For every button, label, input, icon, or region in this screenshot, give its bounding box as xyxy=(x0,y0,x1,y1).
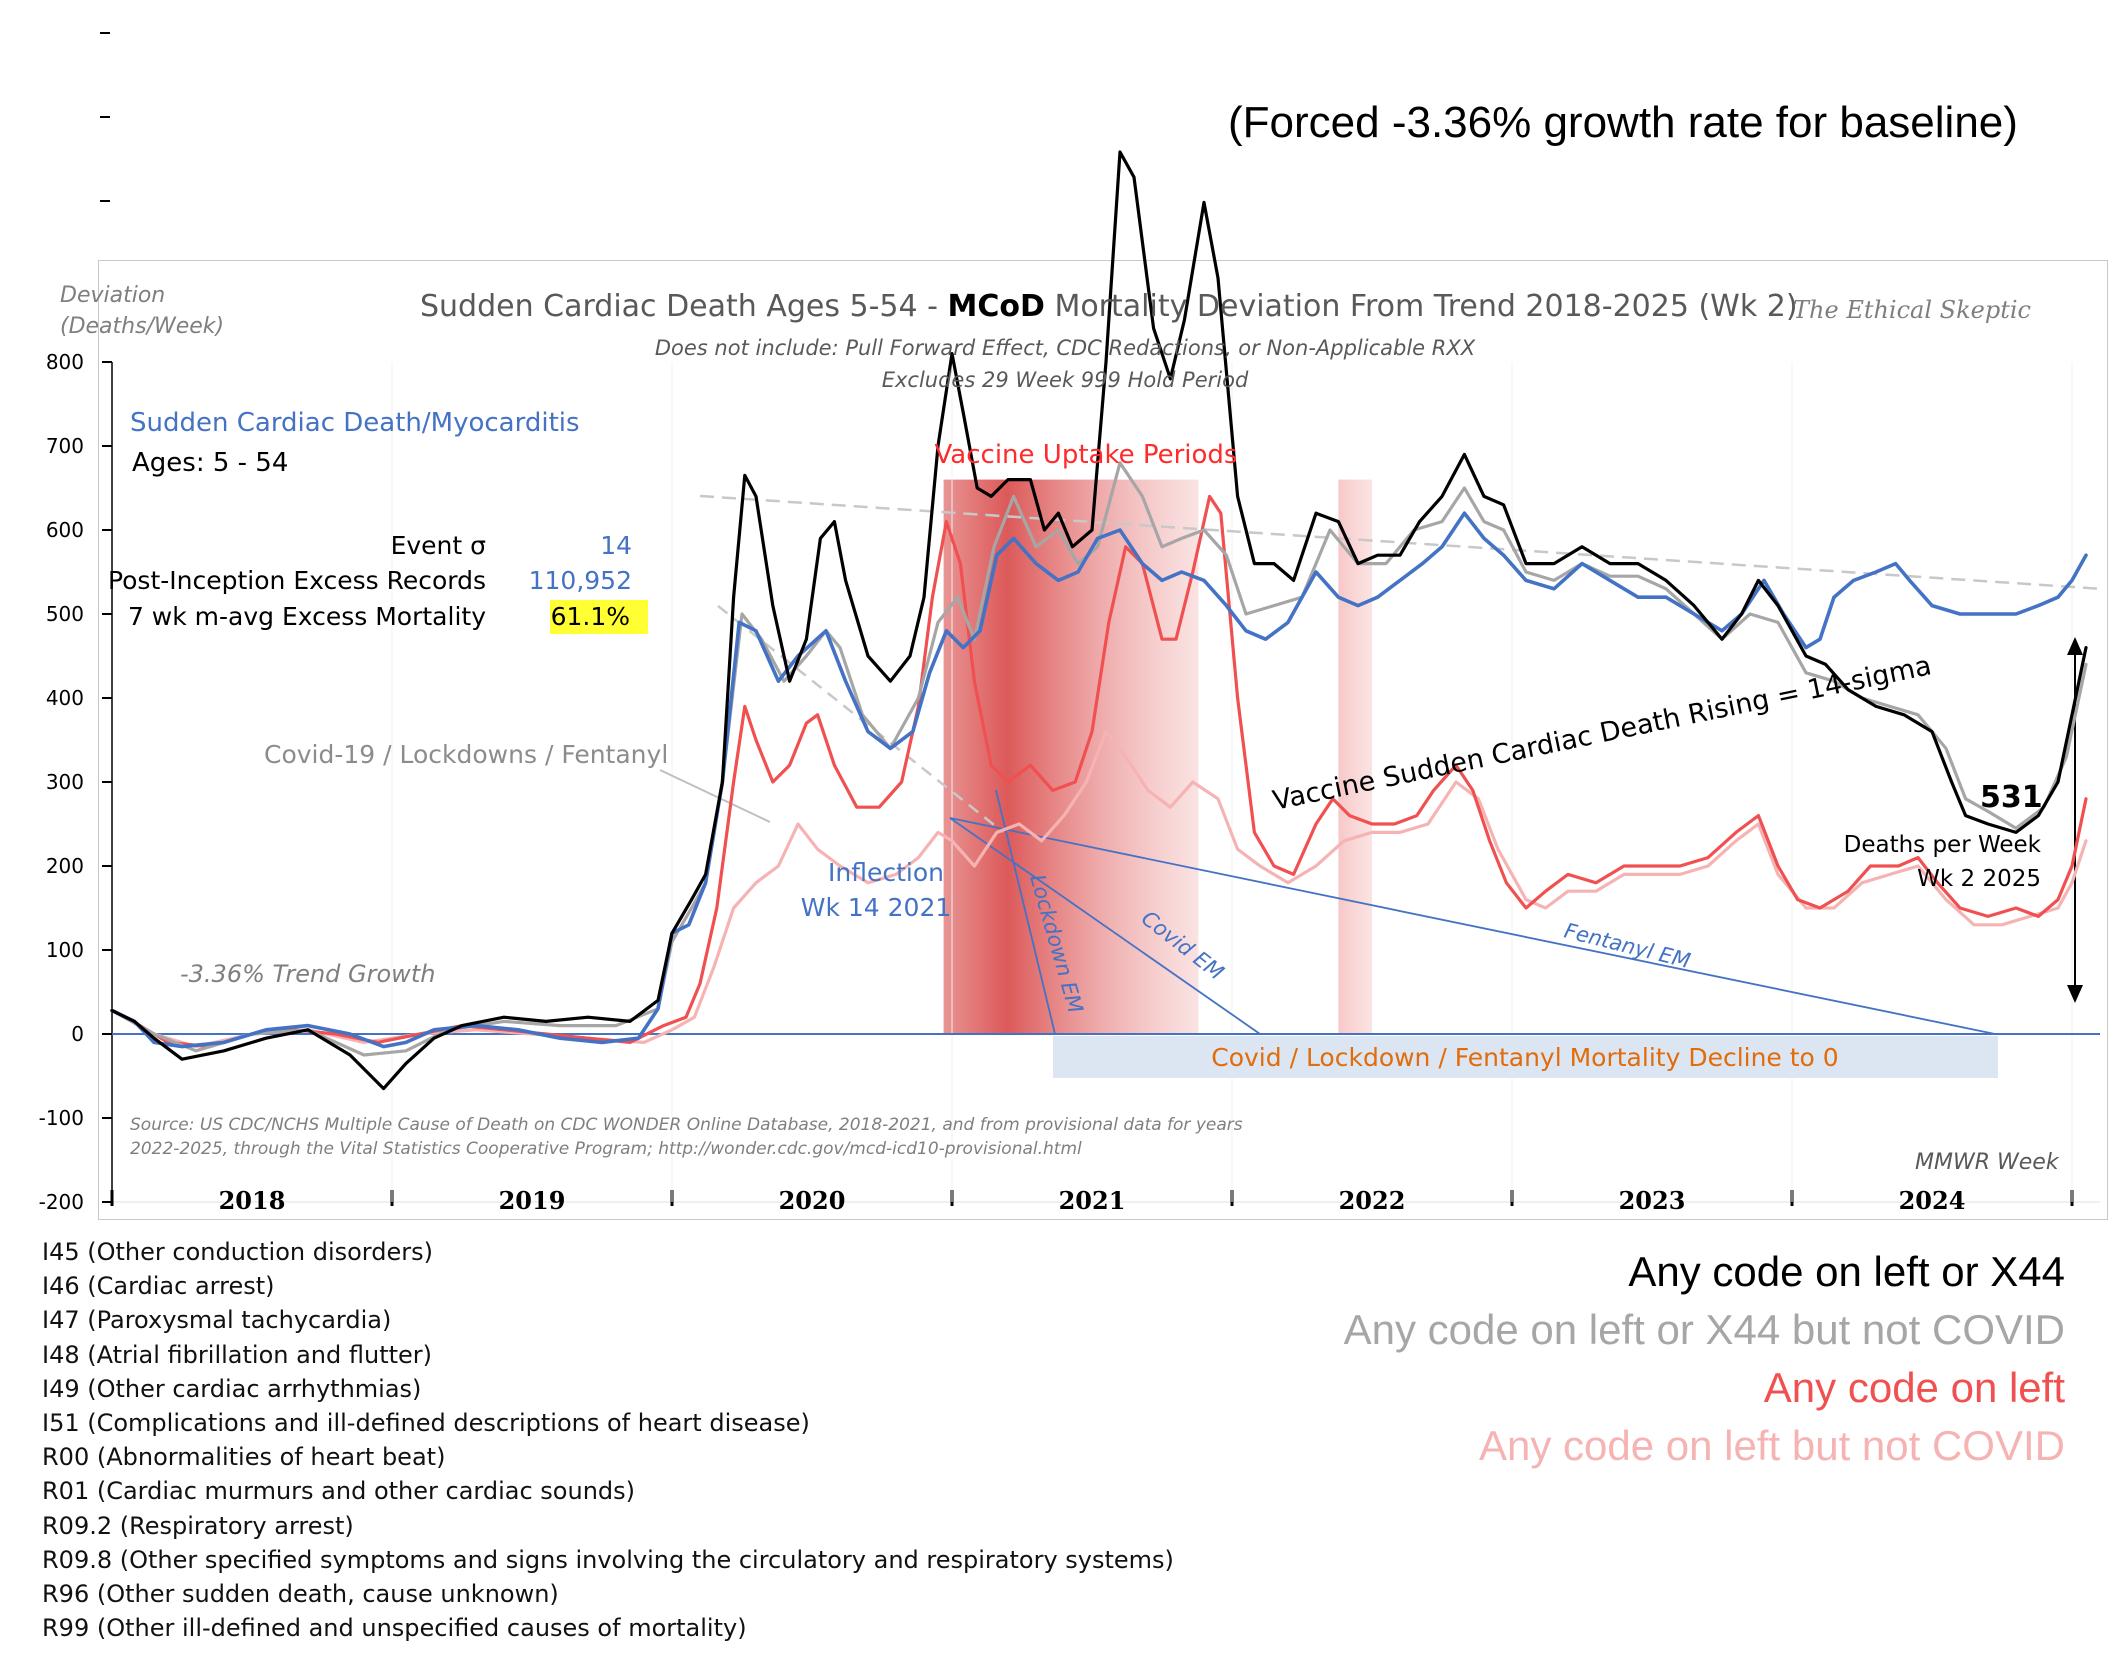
stat-label-excess-records: Post-Inception Excess Records xyxy=(108,566,486,595)
icd-code-item: I48 (Atrial fibrillation and flutter) xyxy=(42,1340,433,1369)
icd-code-item: I51 (Complications and ill-defined descr… xyxy=(42,1409,810,1438)
series-line-1 xyxy=(110,150,2088,1091)
stat-highlight-box xyxy=(550,600,648,634)
deaths-week-label: Wk 2 2025 xyxy=(1917,866,2041,892)
y-tick-label: 300 xyxy=(46,770,84,794)
vaccine-uptake-label: Vaccine Uptake Periods xyxy=(935,440,1238,470)
x-tick-label: 2020 xyxy=(779,1186,846,1215)
icd-code-item: R09.2 (Respiratory arrest) xyxy=(42,1511,354,1540)
stat-label-excess-mortality: 7 wk m-avg Excess Mortality xyxy=(128,602,486,631)
y-tick-label: 0 xyxy=(71,1022,84,1046)
icd-code-item: I47 (Paroxysmal tachycardia) xyxy=(42,1306,392,1335)
source-note-2: 2022-2025, through the Vital Statistics … xyxy=(130,1139,1082,1159)
chart-subtitle-2: Excludes 29 Week 999 Hold Period xyxy=(882,368,1249,392)
vaccine-uptake-band xyxy=(1338,479,1372,1035)
info-ages: Ages: 5 - 54 xyxy=(132,448,288,478)
icd-code-item: I49 (Other cardiac arrhythmias) xyxy=(42,1374,422,1403)
covid-lockdowns-label: Covid-19 / Lockdowns / Fentanyl xyxy=(264,740,668,769)
vaccine-uptake-band xyxy=(943,479,1199,1035)
x-tick-label: 2022 xyxy=(1339,1186,1406,1215)
icd-code-item: I46 (Cardiac arrest) xyxy=(42,1272,275,1301)
watermark: The Ethical Skeptic xyxy=(1793,296,2031,324)
chart-title: Sudden Cardiac Death Ages 5-54 - MCoD Mo… xyxy=(420,289,1798,324)
y-tick-label: 800 xyxy=(46,350,84,374)
icd-code-item: R09.8 (Other specified symptoms and sign… xyxy=(42,1545,1174,1574)
y-tick-label: -100 xyxy=(39,1106,84,1130)
series-line-4 xyxy=(110,494,2088,1049)
fentanyl-em-line xyxy=(949,817,1996,1035)
y-tick-label: 700 xyxy=(46,434,84,458)
stat-value-excess-records: 110,952 xyxy=(529,566,632,595)
x-tick-label: 2024 xyxy=(1899,1186,1966,1215)
icd-code-list: I45 (Other conduction disorders) I46 (Ca… xyxy=(42,1235,1174,1645)
trend-growth-label: -3.36% Trend Growth xyxy=(180,960,435,988)
y-tick-label: 500 xyxy=(46,602,84,626)
axis-dash-mark xyxy=(100,200,110,202)
series-line-5 xyxy=(110,730,2088,1049)
axis-dash-mark xyxy=(100,116,110,118)
stat-label-event-sigma: Event σ xyxy=(391,531,487,560)
pointer-line xyxy=(659,769,771,823)
y-tick-label: 200 xyxy=(46,854,84,878)
icd-code-item: R00 (Abnormalities of heart beat) xyxy=(42,1443,446,1472)
inflection-week-label: Wk 14 2021 xyxy=(801,893,952,922)
inflection-label: Inflection xyxy=(828,858,944,887)
source-note-1: Source: US CDC/NCHS Multiple Cause of De… xyxy=(130,1115,1243,1135)
icd-code-item: I45 (Other conduction disorders) xyxy=(42,1238,433,1266)
x-tick-label: 2021 xyxy=(1059,1186,1126,1215)
y-tick-label: 400 xyxy=(46,686,84,710)
legend-entry: Any code on left xyxy=(1763,1364,2065,1411)
info-title: Sudden Cardiac Death/Myocarditis xyxy=(130,408,580,438)
trend-dashed-line xyxy=(699,494,2101,591)
icd-code-item: R01 (Cardiac murmurs and other cardiac s… xyxy=(42,1477,636,1506)
decline-box xyxy=(1053,1036,1998,1078)
value-callout: 531 xyxy=(1980,780,2043,815)
y-tick-label: -200 xyxy=(39,1190,84,1214)
decline-label: Covid / Lockdown / Fentanyl Mortality De… xyxy=(1211,1043,1838,1072)
axis-dash-mark xyxy=(100,32,110,34)
x-tick-label: 2023 xyxy=(1619,1186,1686,1215)
delta-arrow-head-down xyxy=(2067,985,2083,1003)
series-line-3 xyxy=(110,511,2088,1049)
baseline-note: (Forced -3.36% growth rate for baseline) xyxy=(1228,98,2018,147)
y-axis-label-1: Deviation xyxy=(60,283,165,308)
chart-subtitle-1: Does not include: Pull Forward Effect, C… xyxy=(655,336,1476,360)
y-axis-label-2: (Deaths/Week) xyxy=(60,314,224,339)
legend-entry: Any code on left but not COVID xyxy=(1479,1422,2065,1469)
icd-code-item: R99 (Other ill-defined and unspecified c… xyxy=(42,1614,747,1643)
covid-em-line xyxy=(949,817,1261,1035)
series-legend: Any code on left or X44 Any code on left… xyxy=(1344,1243,2065,1475)
x-tick-label: 2019 xyxy=(499,1186,566,1215)
legend-entry: Any code on left or X44 xyxy=(1628,1248,2065,1295)
fentanyl-em-label: Fentanyl EM xyxy=(1562,919,1693,974)
icd-code-item: R96 (Other sudden death, cause unknown) xyxy=(42,1580,559,1609)
chart-frame xyxy=(98,260,2108,1220)
delta-arrow-head-up xyxy=(2067,637,2083,655)
stat-value-excess-mortality: 61.1% xyxy=(551,602,630,631)
legend-entry: Any code on left or X44 but not COVID xyxy=(1343,1306,2065,1353)
stat-value-event-sigma: 14 xyxy=(600,531,632,560)
x-axis-label: MMWR Week xyxy=(1915,1150,2060,1175)
x-tick-label: 2018 xyxy=(219,1186,286,1215)
y-tick-label: 100 xyxy=(46,938,84,962)
deaths-per-week-label: Deaths per Week xyxy=(1844,832,2042,858)
y-tick-label: 600 xyxy=(46,518,84,542)
